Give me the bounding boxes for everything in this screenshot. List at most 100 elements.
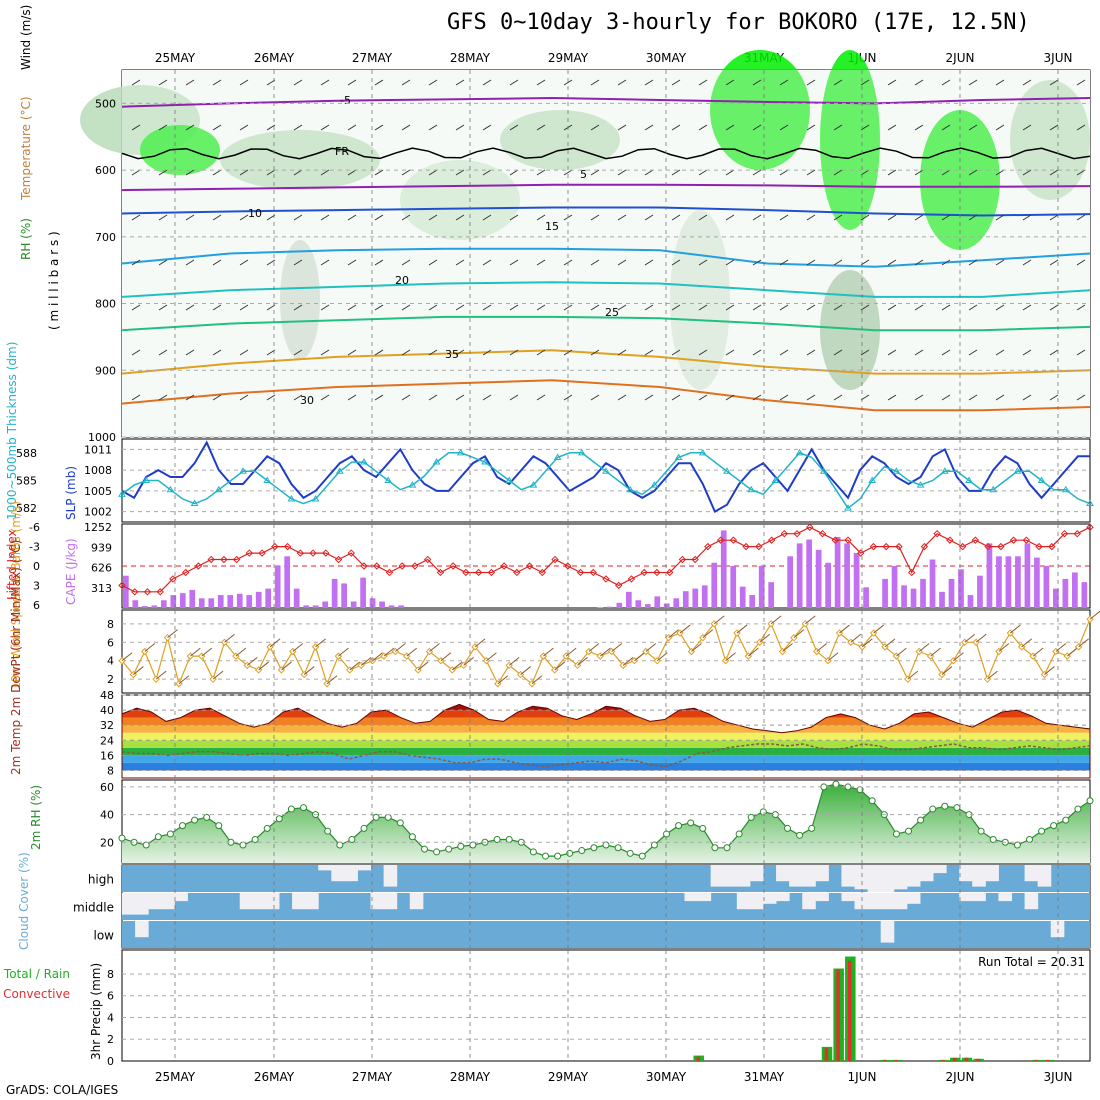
- lifted-index-point: [742, 542, 750, 551]
- wind-barb: [590, 124, 600, 131]
- thickness-point: [408, 481, 417, 488]
- freezing-line: [121, 147, 1091, 160]
- thickness-point: [892, 467, 901, 474]
- thickness-ytick: 582: [16, 502, 37, 515]
- cloud-cell: [135, 893, 149, 915]
- wind-barb: [509, 259, 519, 266]
- wind-barb: [779, 214, 789, 221]
- lifted-index-point: [678, 555, 687, 564]
- wind-barb: [918, 643, 930, 652]
- cloud-cell: [776, 893, 790, 902]
- lifted-index-point: [615, 581, 623, 590]
- wind-barb: [246, 656, 258, 666]
- thickness-point: [505, 476, 514, 483]
- wind-barb: [644, 169, 654, 176]
- cloud-cell: [789, 865, 803, 887]
- thickness-point: [456, 448, 465, 456]
- cape-bar: [654, 596, 661, 608]
- thickness-point: [1013, 467, 1022, 474]
- cloud-cell: [292, 893, 306, 910]
- wind-barb: [131, 169, 141, 176]
- contour-label: -5: [340, 94, 351, 107]
- thickness-point: [481, 458, 489, 465]
- rh-region: [400, 160, 520, 240]
- rh-point: [360, 824, 368, 832]
- rh-point: [336, 841, 344, 849]
- rh-point: [324, 827, 332, 835]
- cape-bar: [920, 578, 926, 608]
- ua-yaxis-label: ( m i l l i b a r s ): [47, 231, 61, 330]
- precip-ytick: 4: [107, 1011, 114, 1024]
- wind-barb: [914, 124, 924, 131]
- lifted-index-point: [398, 562, 406, 570]
- li-ytick: 0: [33, 560, 40, 573]
- wind-barb: [185, 214, 195, 221]
- cape-bar: [132, 600, 139, 608]
- wind-barb: [536, 394, 546, 401]
- cape-bar: [141, 606, 148, 608]
- cape-bar: [360, 577, 366, 608]
- wind-barb: [266, 124, 276, 131]
- wind-barb: [185, 79, 195, 86]
- wind-barb: [508, 656, 520, 666]
- rh-point: [408, 833, 416, 841]
- date-label-top: 26MAY: [254, 51, 295, 65]
- wind-barb: [725, 169, 735, 176]
- cloud-cell: [736, 865, 751, 887]
- precip-ytick: 6: [107, 990, 114, 1003]
- cape-bar: [1034, 557, 1040, 608]
- wind-barb: [374, 124, 384, 131]
- wind-barb: [779, 259, 789, 266]
- lifted-index-point: [423, 555, 432, 564]
- lifted-index-point: [602, 575, 610, 583]
- wind-barb: [482, 259, 492, 266]
- wind-ylabel: 10m Wind Speed & Barbs (m/s): [9, 501, 23, 690]
- wind-barb: [131, 124, 141, 131]
- wind-barb: [531, 675, 543, 685]
- wind-barb: [212, 349, 222, 356]
- wind-barb: [536, 124, 546, 131]
- thickness-point: [190, 499, 199, 507]
- convective-bar: [976, 1058, 980, 1061]
- thickness-point: [916, 481, 925, 488]
- wind-barb: [320, 214, 330, 221]
- wind-barb: [428, 349, 438, 356]
- wind-barb: [347, 124, 357, 131]
- wind-barb: [155, 670, 167, 680]
- wind-barb: [565, 647, 577, 657]
- wind-barb: [698, 169, 708, 176]
- li-ytick: 6: [33, 599, 40, 612]
- wind-barb: [185, 304, 195, 311]
- wind-barb: [833, 259, 843, 266]
- thickness-point: [529, 481, 538, 488]
- cape-bar: [986, 543, 993, 608]
- isotherm-line: [121, 96, 1091, 108]
- wind-barb: [671, 124, 681, 131]
- wind-barb: [702, 629, 714, 639]
- lifted-index-point: [844, 536, 852, 544]
- cloud-cell: [252, 893, 267, 910]
- ua-ytick: 800: [95, 298, 116, 311]
- wind-barb: [158, 169, 168, 176]
- precip-ytick: 2: [107, 1033, 114, 1046]
- date-label-bottom: 25MAY: [155, 1070, 196, 1084]
- wind-barb: [554, 661, 566, 671]
- panel-frame-pr: [121, 949, 1091, 1062]
- cloud-row-label: low: [94, 929, 115, 943]
- rh-point: [602, 841, 610, 849]
- rh-point: [917, 816, 925, 824]
- date-label-top: 29MAY: [548, 51, 589, 65]
- rh-ytick: 60: [100, 781, 114, 794]
- wind-barb: [668, 629, 679, 639]
- wind-barb: [941, 79, 951, 86]
- wind-barb: [941, 124, 951, 131]
- wind-barb: [1076, 349, 1086, 356]
- wind-barb: [563, 304, 573, 311]
- mb-label: ( m i l l i b a r s ): [47, 231, 61, 330]
- temp-band: [122, 704, 1090, 711]
- cape-bar: [189, 589, 196, 608]
- wind-barb: [698, 394, 708, 401]
- thickness-point: [142, 476, 151, 483]
- rh-point: [1050, 822, 1058, 830]
